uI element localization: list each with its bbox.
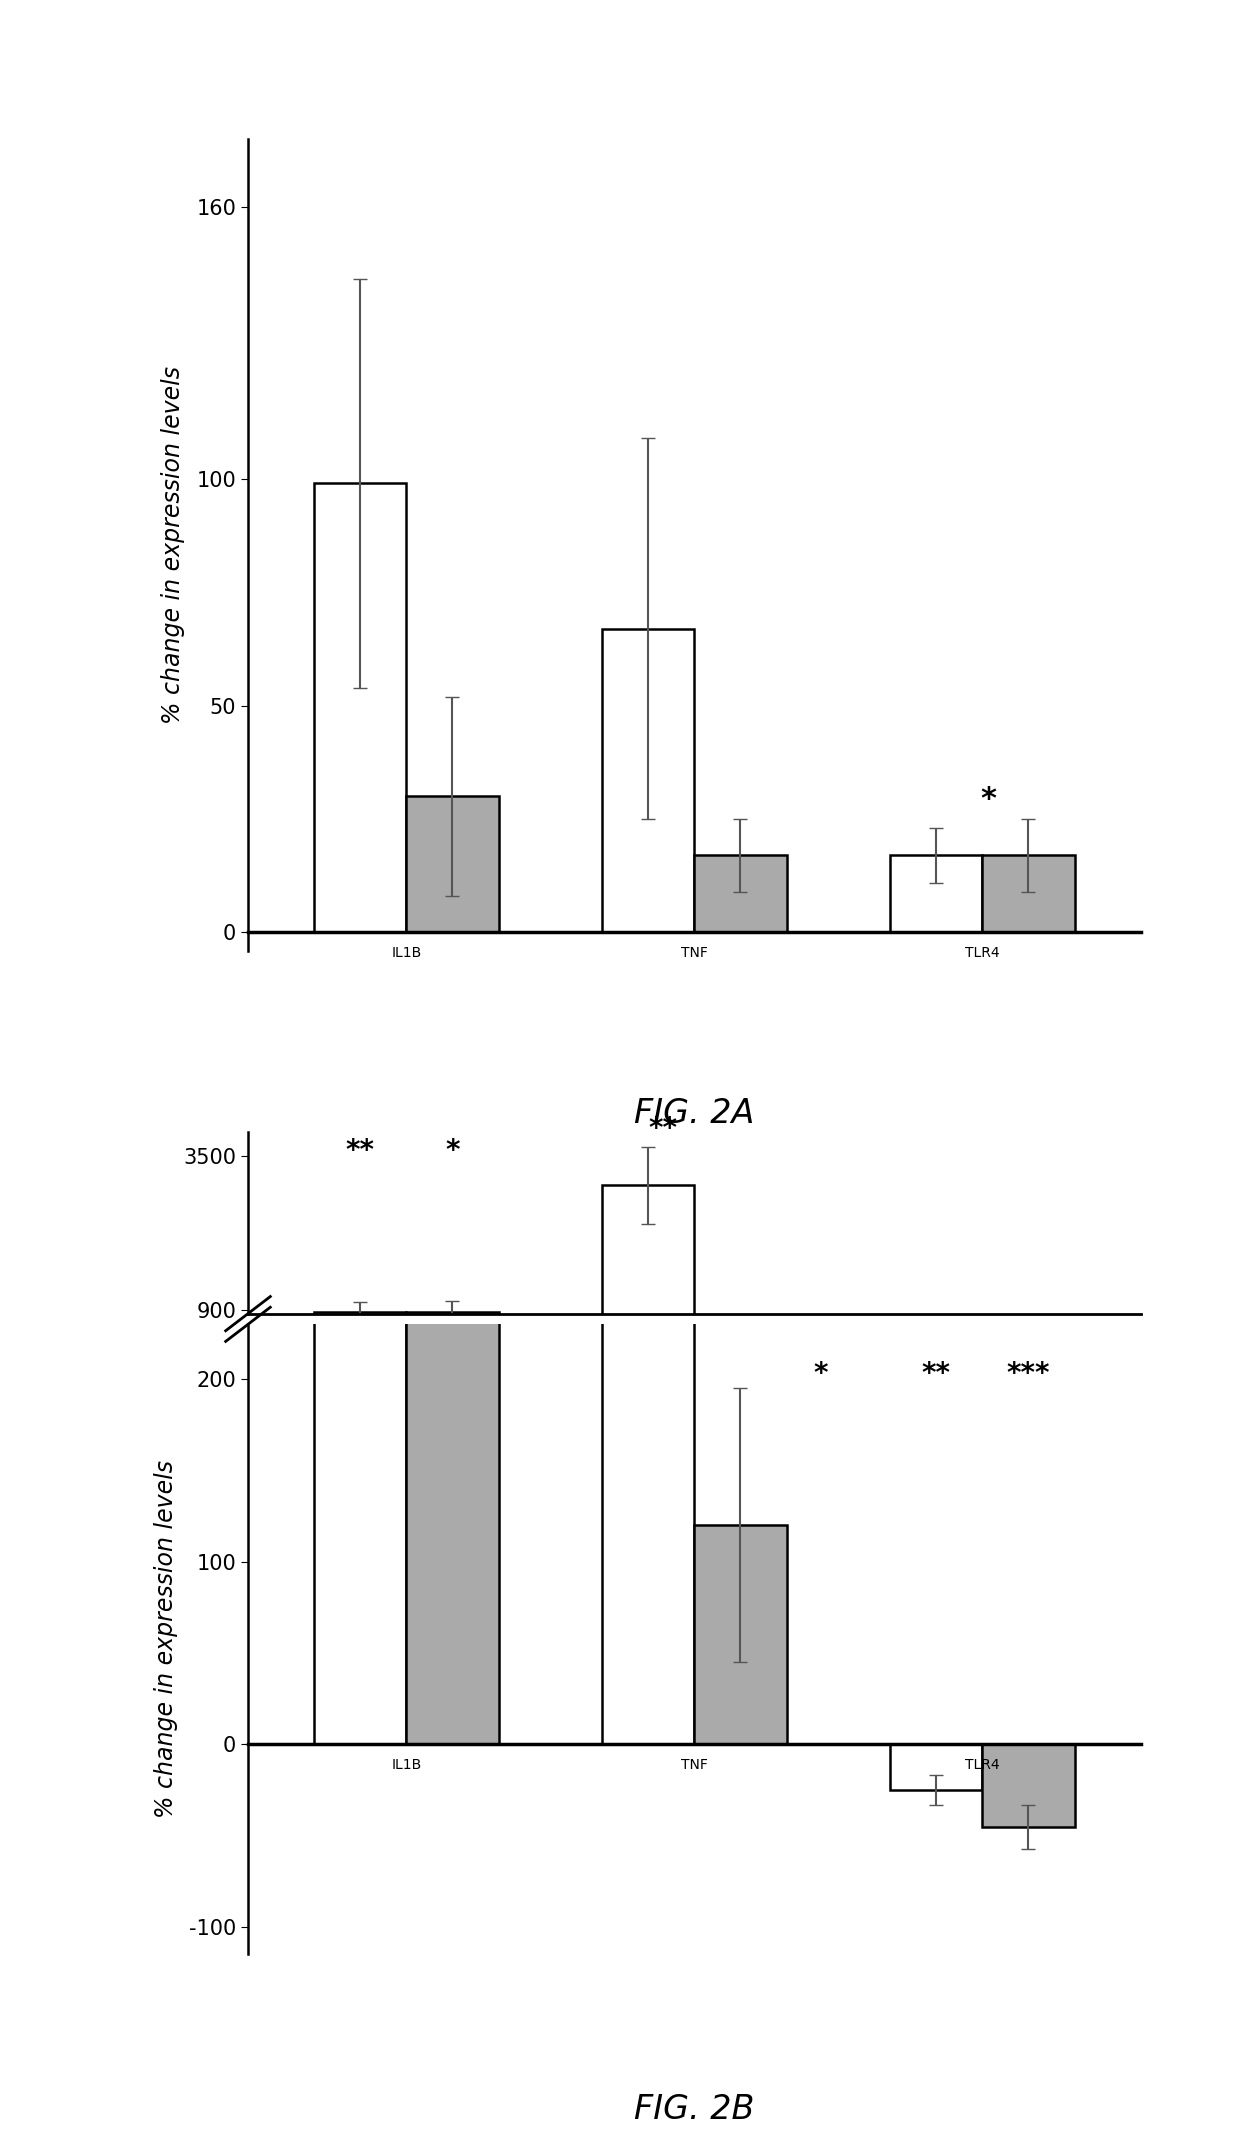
Bar: [982, 1745, 1075, 1826]
Bar: [407, 156, 498, 1745]
Text: *: *: [445, 1136, 460, 1164]
Bar: [314, 156, 407, 1745]
Bar: [603, 1185, 694, 1363]
Bar: [890, 1745, 982, 1790]
Bar: [314, 1312, 407, 1363]
Bar: [603, 0, 694, 1745]
Text: *: *: [813, 1361, 828, 1388]
Y-axis label: % change in expression levels: % change in expression levels: [154, 1461, 177, 1818]
Bar: [982, 1363, 1075, 1367]
Bar: [694, 1356, 786, 1363]
Bar: [890, 854, 982, 933]
Bar: [314, 483, 407, 933]
Text: FIG. 2A: FIG. 2A: [634, 1096, 755, 1130]
Bar: [694, 1525, 786, 1745]
Text: **: **: [649, 1115, 677, 1143]
Bar: [694, 854, 786, 933]
Bar: [603, 628, 694, 933]
Bar: [982, 854, 1075, 933]
Bar: [407, 797, 498, 933]
Text: **: **: [921, 1361, 951, 1388]
Bar: [407, 1312, 498, 1363]
Y-axis label: % change in expression levels: % change in expression levels: [161, 365, 185, 724]
Text: ***: ***: [1007, 1361, 1050, 1388]
Text: *: *: [980, 786, 996, 814]
Text: **: **: [346, 1136, 374, 1164]
Text: FIG. 2B: FIG. 2B: [634, 2093, 755, 2125]
